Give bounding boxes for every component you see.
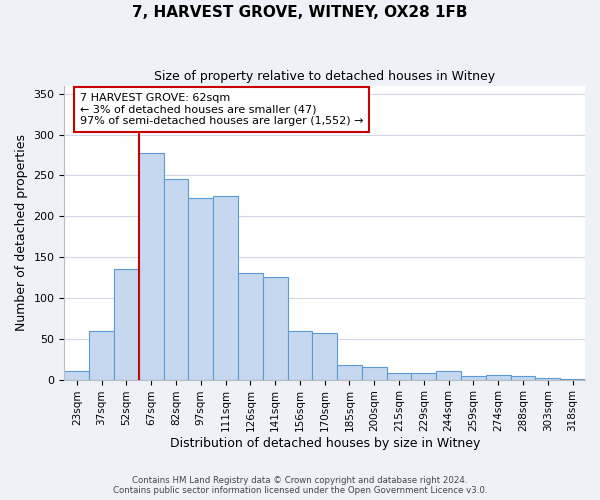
Bar <box>89 330 114 380</box>
Bar <box>486 374 511 380</box>
Bar <box>535 378 560 380</box>
Bar <box>560 379 585 380</box>
Bar <box>313 333 337 380</box>
X-axis label: Distribution of detached houses by size in Witney: Distribution of detached houses by size … <box>170 437 480 450</box>
Y-axis label: Number of detached properties: Number of detached properties <box>15 134 28 331</box>
Text: Contains HM Land Registry data © Crown copyright and database right 2024.
Contai: Contains HM Land Registry data © Crown c… <box>113 476 487 495</box>
Bar <box>139 152 164 380</box>
Bar <box>412 373 436 380</box>
Bar <box>164 180 188 380</box>
Bar <box>263 278 287 380</box>
Bar <box>287 330 313 380</box>
Text: 7 HARVEST GROVE: 62sqm
← 3% of detached houses are smaller (47)
97% of semi-deta: 7 HARVEST GROVE: 62sqm ← 3% of detached … <box>80 93 364 126</box>
Bar <box>362 368 386 380</box>
Bar <box>64 372 89 380</box>
Bar <box>511 376 535 380</box>
Title: Size of property relative to detached houses in Witney: Size of property relative to detached ho… <box>154 70 495 83</box>
Text: 7, HARVEST GROVE, WITNEY, OX28 1FB: 7, HARVEST GROVE, WITNEY, OX28 1FB <box>132 5 468 20</box>
Bar <box>386 373 412 380</box>
Bar <box>238 274 263 380</box>
Bar <box>337 365 362 380</box>
Bar <box>461 376 486 380</box>
Bar <box>436 372 461 380</box>
Bar <box>213 196 238 380</box>
Bar <box>188 198 213 380</box>
Bar <box>114 270 139 380</box>
